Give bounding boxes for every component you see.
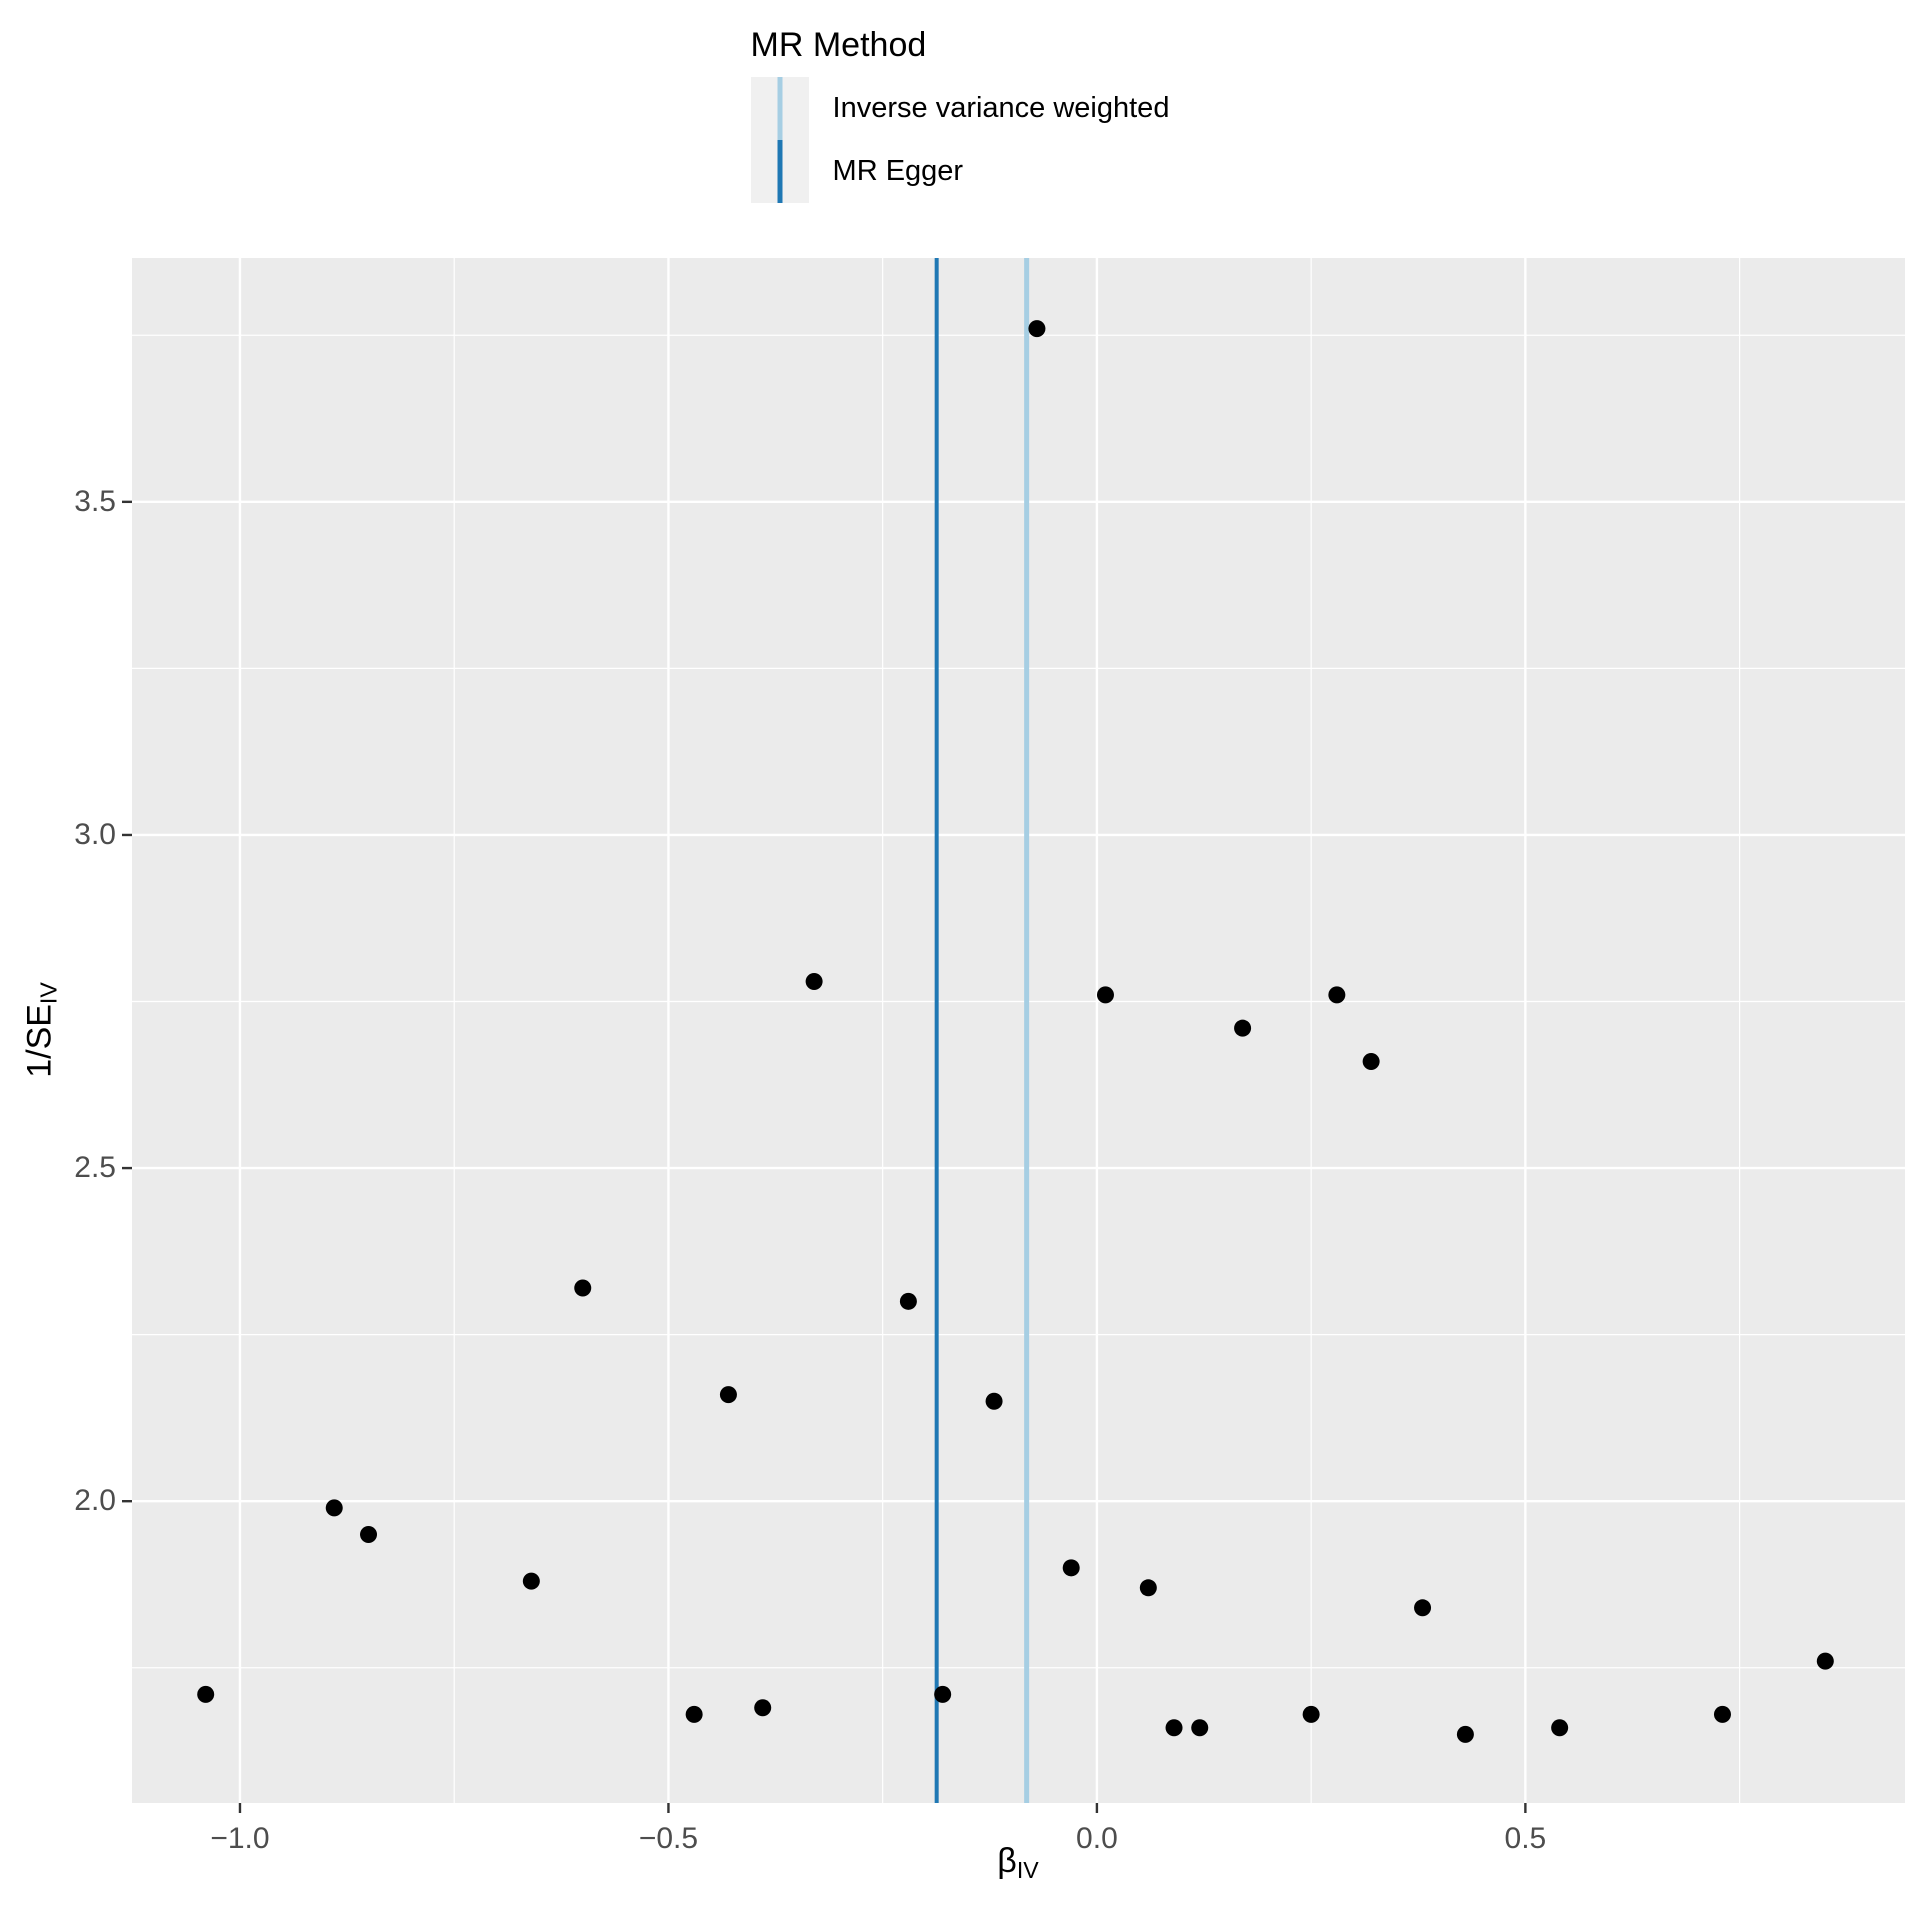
mr-egger-line-icon	[777, 140, 783, 203]
y-tick-label: 3.5	[74, 484, 116, 518]
data-point	[360, 1526, 378, 1544]
data-point	[1362, 1052, 1380, 1070]
y-tick-label: 2.0	[74, 1484, 116, 1518]
x-tick-label: 0.0	[1076, 1822, 1118, 1855]
data-point	[1713, 1705, 1731, 1723]
y-tick-label: 3.0	[74, 817, 116, 851]
data-point	[754, 1699, 772, 1717]
data-point	[522, 1572, 540, 1590]
data-point	[719, 1386, 737, 1404]
x-tick-label: 0.5	[1504, 1822, 1547, 1855]
data-point	[1328, 986, 1346, 1004]
data-point	[1096, 986, 1114, 1004]
data-point	[805, 973, 823, 991]
data-point	[985, 1392, 1003, 1410]
panel-background	[132, 258, 1905, 1803]
data-point	[1028, 320, 1046, 338]
data-point	[1816, 1652, 1834, 1670]
legend-title: MR Method	[750, 26, 927, 64]
legend-key-mr-egger	[750, 140, 809, 203]
data-point	[197, 1685, 215, 1703]
data-point	[1191, 1719, 1209, 1737]
data-point	[1456, 1725, 1474, 1743]
ivw-line-icon	[777, 77, 783, 140]
data-point	[899, 1292, 917, 1310]
legend: MR Method Inverse variance weighted MR E…	[0, 26, 1920, 203]
legend-key-ivw	[750, 77, 809, 140]
data-point	[1414, 1599, 1432, 1617]
data-point	[1062, 1559, 1080, 1577]
legend-item-mr-egger: MR Egger	[750, 140, 964, 203]
legend-item-ivw: Inverse variance weighted	[750, 77, 1170, 140]
x-axis-title: βIV	[997, 1842, 1039, 1884]
data-point	[1139, 1579, 1157, 1597]
legend-label-mr-egger: MR Egger	[832, 155, 964, 187]
data-point	[1165, 1719, 1183, 1737]
x-tick-label: −1.0	[210, 1822, 270, 1855]
x-axis-title-main: β	[997, 1842, 1017, 1880]
y-axis-title-subscript: IV	[35, 982, 62, 1005]
data-point	[574, 1279, 592, 1297]
y-axis-title-main: 1/SE	[20, 1004, 59, 1078]
y-tick-label: 2.5	[74, 1151, 116, 1185]
data-point	[1551, 1719, 1569, 1737]
x-axis-title-subscript: IV	[1016, 1857, 1039, 1884]
data-point	[685, 1705, 703, 1723]
data-point	[934, 1685, 952, 1703]
legend-label-ivw: Inverse variance weighted	[832, 92, 1170, 124]
data-point	[1302, 1705, 1320, 1723]
data-point	[325, 1499, 343, 1517]
x-tick-label: −0.5	[638, 1822, 699, 1855]
data-point	[1234, 1019, 1252, 1037]
